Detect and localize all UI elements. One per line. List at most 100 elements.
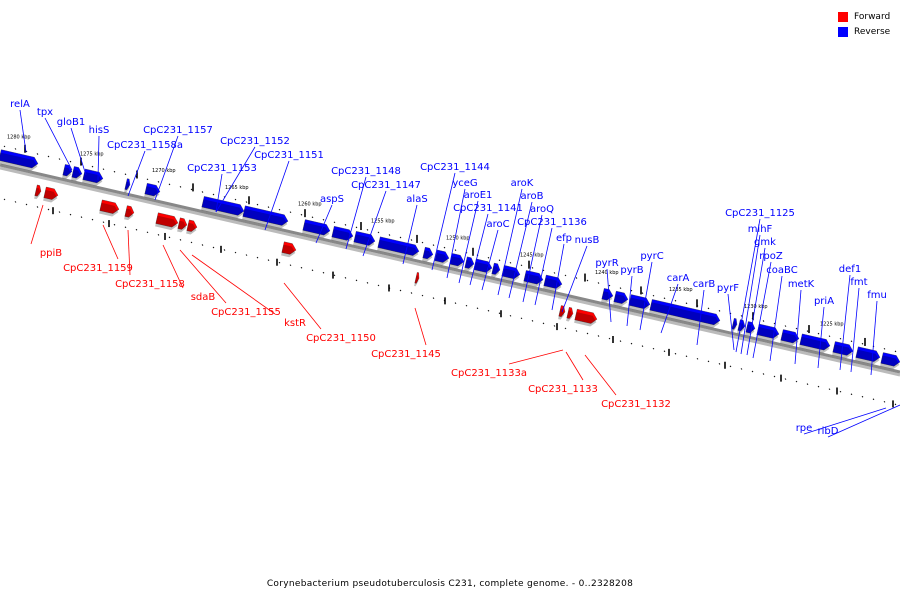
reverse-gene-arrow-32-shade: [855, 349, 880, 365]
gene-label-tpx: tpx: [37, 107, 53, 118]
reverse-gene-arrow-9-body: [331, 226, 354, 241]
scale-dot-lower: [542, 322, 545, 325]
scale-dot-lower: [311, 269, 314, 272]
leader-ribd: [827, 404, 900, 438]
leader-cpc231-1150: [283, 282, 322, 330]
reverse-gene-arrow-25-shade: [731, 321, 737, 333]
kbp-tick-label: 1250 kbp: [446, 236, 470, 242]
forward-gene-arrow-6-shade: [186, 222, 197, 235]
forward-gene-arrow-5-body: [177, 217, 188, 230]
gene-label-def1: def1: [839, 264, 861, 275]
gene-label-cara: carA: [667, 273, 690, 284]
scale-dot-upper: [575, 277, 578, 279]
scale-dot-lower: [300, 266, 303, 269]
gene-label-cpc231-1157: CpC231_1157: [143, 125, 213, 136]
kbp-tick-label: 1280 kbp: [7, 135, 31, 141]
scale-dot-upper: [234, 198, 237, 201]
reverse-gene-arrow-33-shade: [880, 355, 900, 370]
reverse-gene-arrow-22-shade: [613, 294, 628, 307]
scale-dot-upper: [762, 320, 765, 322]
scale-dot-upper: [69, 160, 72, 163]
scale-dot-upper: [388, 234, 391, 236]
reverse-gene-arrow-32: [855, 346, 881, 365]
scale-dot-lower: [850, 393, 853, 396]
gene-label-ppib: ppiB: [40, 248, 62, 259]
reverse-gene-arrow-11: [377, 236, 420, 259]
scale-dot-lower: [234, 251, 237, 254]
leader-cara: [660, 283, 679, 334]
scale-dot-lower: [146, 231, 149, 234]
legend-forward: Forward: [838, 9, 890, 24]
scale-dot-lower: [432, 297, 435, 299]
scale-dot-lower: [608, 337, 611, 340]
scale-dot-upper: [102, 168, 105, 171]
legend-reverse: Reverse: [838, 24, 890, 39]
scale-dot-lower: [718, 363, 721, 365]
reverse-gene-arrow-11-body: [377, 236, 420, 256]
leader-asps: [315, 204, 333, 244]
gene-label-cpc231-1153: CpC231_1153: [187, 163, 257, 174]
gene-label-cpc231-1152: CpC231_1152: [220, 136, 290, 147]
scale-dot-lower: [498, 312, 501, 315]
reverse-gene-arrow-6: [201, 196, 245, 219]
leader-rela: [19, 109, 27, 153]
scale-dot-upper: [641, 292, 644, 295]
scale-dot-upper: [124, 173, 127, 176]
leader-fmu: [870, 300, 878, 376]
leader-cpc231-1133: [565, 351, 584, 381]
scale-dot-lower: [619, 340, 622, 342]
scale-dot-upper: [36, 153, 39, 155]
leader-cpc231-1151: [264, 160, 290, 231]
scale-dot-lower: [674, 352, 677, 355]
leader-cpc231-1158a: [127, 150, 146, 197]
leader-cpc231-1157: [154, 135, 179, 201]
scale-dot-upper: [377, 231, 380, 234]
scale-dot-upper: [597, 282, 600, 284]
reverse-gene-arrow-12-shade: [422, 250, 433, 262]
scale-dot-lower: [80, 216, 83, 218]
reverse-gene-arrow-2-body: [71, 166, 83, 179]
reverse-gene-arrow-26-body: [737, 319, 746, 332]
gene-label-cpc231-1141: CpC231_1141: [453, 203, 523, 214]
scale-dot-upper: [850, 340, 853, 343]
kbp-tick-label: 1265 kbp: [225, 185, 249, 191]
reverse-gene-arrow-1-shade: [62, 167, 72, 179]
reverse-gene-arrow-12: [422, 246, 434, 262]
leader-cpc231-1133a: [508, 349, 564, 365]
gene-label-cpc231-1151: CpC231_1151: [254, 150, 324, 161]
forward-gene-arrow-10-body: [566, 307, 574, 319]
leader-cpc231-1158: [127, 229, 131, 276]
scale-dot-lower: [476, 307, 479, 310]
forward-gene-arrow-7: [281, 241, 297, 258]
scale-dot-lower: [564, 327, 567, 330]
reverse-gene-arrow-13: [434, 249, 450, 266]
scale-dot-lower: [894, 403, 897, 406]
forward-gene-arrow-5: [177, 217, 188, 233]
scale-dot-lower: [135, 228, 138, 231]
scale-dot-lower: [795, 380, 798, 383]
scale-dot-lower: [157, 233, 160, 236]
reverse-gene-arrow-4: [124, 178, 131, 193]
gene-label-cpc231-1147: CpC231_1147: [351, 180, 421, 191]
scale-dot-lower: [36, 206, 39, 208]
gene-label-rpe: rpe: [796, 423, 813, 434]
scale-dot-upper: [498, 259, 501, 262]
scale-dot-lower: [91, 218, 94, 221]
gene-label-cpc231-1158a: CpC231_1158a: [107, 140, 183, 151]
gene-label-fmu: fmu: [867, 290, 887, 301]
reverse-gene-arrow-19: [523, 270, 544, 288]
forward-gene-arrow-1: [43, 186, 59, 203]
scale-dot-lower: [454, 302, 457, 305]
reverse-gene-arrow-0-body: [0, 149, 39, 169]
leader-carb: [696, 289, 705, 346]
scale-dot-upper: [861, 342, 864, 345]
scale-dot-upper: [168, 183, 171, 186]
gene-label-arok: aroK: [511, 178, 534, 189]
scale-dot-upper: [608, 284, 611, 287]
gene-label-metk: metK: [788, 279, 815, 290]
reverse-gene-arrow-11-shade: [377, 239, 419, 259]
leader-fmt: [850, 287, 860, 373]
scale-dot-upper: [410, 239, 413, 241]
scale-dot-upper: [201, 191, 204, 193]
reverse-gene-arrow-8-shade: [302, 222, 330, 239]
